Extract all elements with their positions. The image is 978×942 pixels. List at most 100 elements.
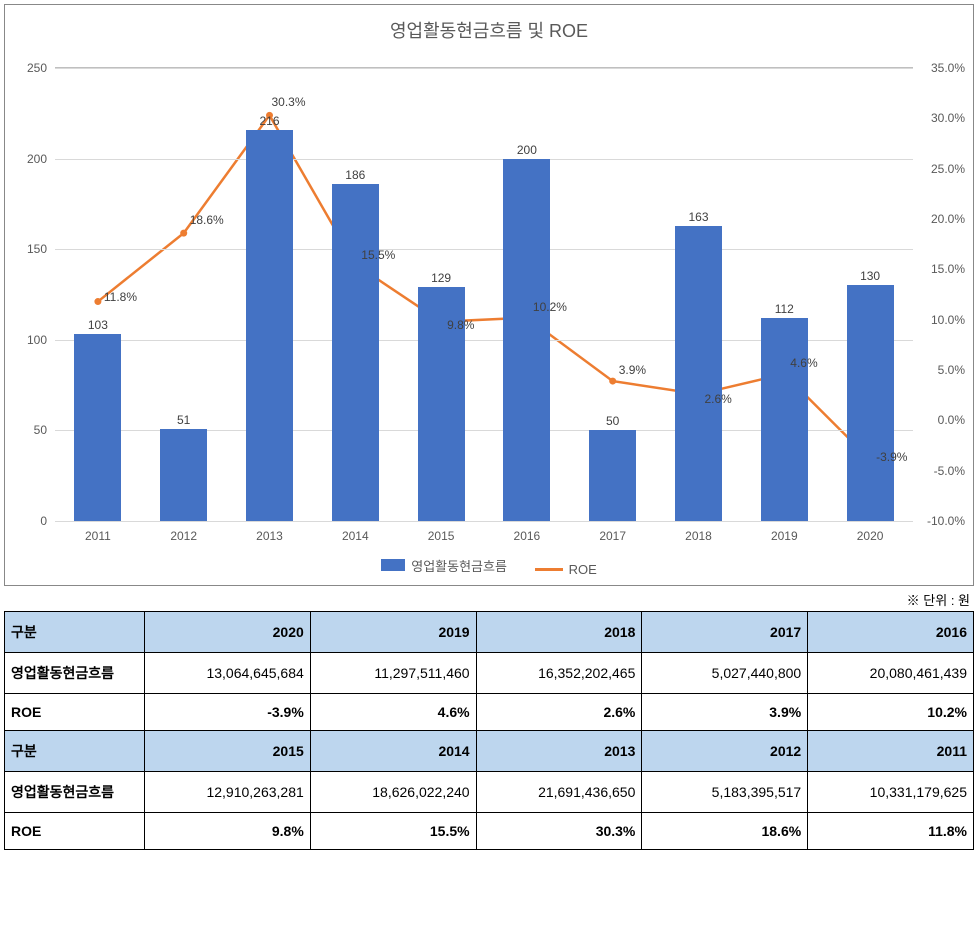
table-cell: 11,297,511,460 — [310, 653, 476, 694]
y2-axis-label: -5.0% — [921, 464, 965, 478]
table-cell: 11.8% — [808, 813, 974, 850]
table-row-label: 영업활동현금흐름 — [5, 772, 145, 813]
x-axis-label: 2015 — [428, 529, 455, 543]
chart-container: 영업활동현금흐름 및 ROE 050100150200250-10.0%-5.0… — [4, 4, 974, 586]
line-value-label: 11.8% — [104, 290, 137, 304]
bar — [675, 226, 722, 521]
bar-value-label: 51 — [177, 413, 190, 427]
table-header-year: 2016 — [808, 612, 974, 653]
x-axis-label: 2011 — [85, 529, 111, 543]
gridline — [55, 249, 913, 250]
table-cell: 10.2% — [808, 694, 974, 731]
table-cell: 20,080,461,439 — [808, 653, 974, 694]
table-row: ROE9.8%15.5%30.3%18.6%11.8% — [5, 813, 974, 850]
line-value-label: 15.5% — [361, 248, 395, 262]
table-cell: 30.3% — [476, 813, 642, 850]
y2-axis-label: 30.0% — [921, 111, 965, 125]
line-value-label: 9.8% — [447, 318, 474, 332]
table-header-year: 2019 — [310, 612, 476, 653]
line-value-label: -3.9% — [876, 450, 907, 464]
table-header-year: 2012 — [642, 731, 808, 772]
table-header-year: 2017 — [642, 612, 808, 653]
table-row-label: ROE — [5, 694, 145, 731]
table-header-year: 2020 — [145, 612, 311, 653]
y1-axis-label: 50 — [17, 423, 47, 437]
gridline — [55, 521, 913, 522]
table-header-year: 2018 — [476, 612, 642, 653]
y1-axis-label: 0 — [17, 514, 47, 528]
table-cell: -3.9% — [145, 694, 311, 731]
y2-axis-label: 10.0% — [921, 313, 965, 327]
bar — [246, 130, 293, 521]
unit-note: ※ 단위 : 원 — [4, 586, 974, 611]
line-value-label: 3.9% — [619, 363, 646, 377]
legend-item-line: ROE — [535, 562, 597, 577]
y1-axis-label: 200 — [17, 152, 47, 166]
y2-axis-label: -10.0% — [921, 514, 965, 528]
table-cell: 5,183,395,517 — [642, 772, 808, 813]
line-swatch-icon — [535, 568, 563, 571]
x-axis-label: 2020 — [857, 529, 884, 543]
bar — [74, 334, 121, 521]
gridline — [55, 159, 913, 160]
y2-axis-label: 15.0% — [921, 262, 965, 276]
table-header-year: 2013 — [476, 731, 642, 772]
data-table: 구분20202019201820172016영업활동현금흐름13,064,645… — [4, 611, 974, 850]
table-cell: 18,626,022,240 — [310, 772, 476, 813]
bar-value-label: 50 — [606, 414, 619, 428]
table-cell: 10,331,179,625 — [808, 772, 974, 813]
line-marker — [609, 378, 616, 385]
bar-value-label: 129 — [431, 271, 451, 285]
line-marker — [94, 298, 101, 305]
x-axis-label: 2018 — [685, 529, 712, 543]
table-cell: 12,910,263,281 — [145, 772, 311, 813]
bar — [847, 285, 894, 521]
y2-axis-label: 25.0% — [921, 162, 965, 176]
table-header-row: 구분20202019201820172016 — [5, 612, 974, 653]
y2-axis-label: 5.0% — [921, 363, 965, 377]
y1-axis-label: 150 — [17, 242, 47, 256]
y2-axis-label: 20.0% — [921, 212, 965, 226]
line-marker — [180, 230, 187, 237]
x-axis-label: 2016 — [514, 529, 541, 543]
x-axis-label: 2019 — [771, 529, 798, 543]
line-series — [98, 115, 870, 459]
x-axis-label: 2012 — [170, 529, 197, 543]
y1-axis-label: 250 — [17, 61, 47, 75]
bar — [761, 318, 808, 521]
legend-item-bars: 영업활동현금흐름 — [381, 556, 507, 575]
line-value-label: 2.6% — [705, 392, 732, 406]
plot-area: 050100150200250-10.0%-5.0%0.0%5.0%10.0%1… — [55, 67, 913, 521]
table-row-label: ROE — [5, 813, 145, 850]
bar-value-label: 163 — [688, 210, 708, 224]
x-axis-label: 2014 — [342, 529, 369, 543]
bar — [589, 430, 636, 521]
legend-line-label: ROE — [569, 562, 597, 577]
table-header-category: 구분 — [5, 612, 145, 653]
table-cell: 15.5% — [310, 813, 476, 850]
bar-swatch-icon — [381, 559, 405, 571]
table-cell: 13,064,645,684 — [145, 653, 311, 694]
table-header-year: 2014 — [310, 731, 476, 772]
table-cell: 3.9% — [642, 694, 808, 731]
table-row-label: 영업활동현금흐름 — [5, 653, 145, 694]
bar — [160, 429, 207, 521]
table-cell: 18.6% — [642, 813, 808, 850]
table-header-year: 2015 — [145, 731, 311, 772]
legend-bars-label: 영업활동현금흐름 — [411, 556, 507, 575]
bar-value-label: 186 — [345, 168, 365, 182]
table-row: 영업활동현금흐름13,064,645,68411,297,511,46016,3… — [5, 653, 974, 694]
y2-axis-label: 35.0% — [921, 61, 965, 75]
table-row: ROE-3.9%4.6%2.6%3.9%10.2% — [5, 694, 974, 731]
line-value-label: 30.3% — [272, 95, 306, 109]
x-axis-label: 2013 — [256, 529, 283, 543]
y2-axis-label: 0.0% — [921, 413, 965, 427]
bar-value-label: 112 — [775, 302, 794, 316]
bar-value-label: 103 — [88, 318, 108, 332]
bar — [503, 159, 550, 521]
gridline — [55, 68, 913, 69]
table-cell: 2.6% — [476, 694, 642, 731]
y1-axis-label: 100 — [17, 333, 47, 347]
bar-value-label: 200 — [517, 143, 537, 157]
line-value-label: 4.6% — [790, 356, 817, 370]
